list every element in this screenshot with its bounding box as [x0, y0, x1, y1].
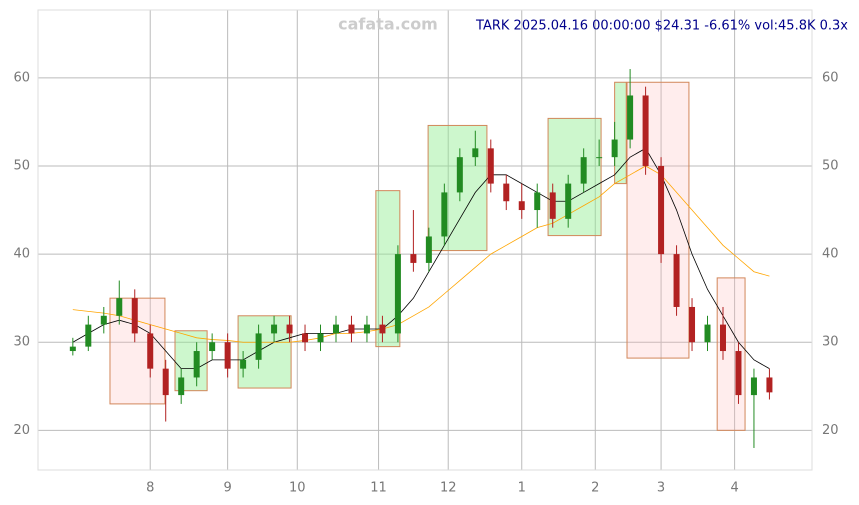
candle-body: [565, 183, 572, 219]
y-tick-label: 60: [13, 70, 30, 85]
candle-body: [580, 157, 587, 184]
y-tick-label-right: 50: [822, 158, 839, 173]
candle-body: [224, 342, 231, 369]
candle-body: [162, 368, 169, 396]
candle-body: [394, 254, 401, 334]
candle-body: [116, 298, 123, 316]
candle-body: [271, 324, 278, 334]
candle-body: [131, 298, 138, 334]
y-tick-label: 30: [13, 335, 30, 350]
candle-body: [100, 315, 107, 325]
candle-body: [719, 324, 726, 352]
x-tick-label: 11: [370, 481, 387, 496]
candle-body: [518, 201, 525, 211]
candle-body: [209, 342, 216, 352]
x-tick-label: 8: [146, 481, 154, 496]
range-box: [626, 81, 690, 359]
candle-body: [503, 183, 510, 202]
y-tick-label: 40: [13, 247, 30, 262]
candle-body: [596, 157, 603, 159]
candle-body: [673, 254, 680, 307]
x-tick-label: 2: [591, 481, 599, 496]
candle-body: [425, 236, 432, 263]
candle-body: [549, 192, 556, 219]
candle-body: [363, 324, 370, 334]
candle-body: [642, 95, 649, 166]
candle-body: [611, 139, 618, 158]
candle-body: [379, 324, 386, 334]
candle-body: [69, 346, 76, 352]
y-tick-label-right: 30: [822, 335, 839, 350]
candle-body: [750, 377, 757, 396]
candle-body: [534, 192, 541, 211]
candle-body: [348, 324, 355, 334]
candle-body: [178, 377, 185, 396]
y-tick-label: 20: [13, 423, 30, 438]
candle-body: [147, 333, 154, 369]
x-tick-label: 3: [657, 481, 665, 496]
x-tick-label: 1: [518, 481, 526, 496]
candle-body: [332, 324, 339, 334]
y-tick-label: 50: [13, 158, 30, 173]
candle-body: [441, 192, 448, 237]
candle-body: [410, 254, 417, 263]
x-tick-label: 4: [730, 481, 738, 496]
candle-body: [302, 333, 309, 343]
candle-body: [240, 359, 247, 369]
x-tick-label: 10: [289, 481, 306, 496]
candle-body: [255, 333, 262, 360]
candle-body: [658, 165, 665, 255]
y-tick-label-right: 40: [822, 247, 839, 262]
candle-body: [627, 95, 634, 140]
range-box: [547, 117, 602, 237]
candle-body: [487, 148, 494, 184]
y-tick-label-right: 60: [822, 70, 839, 85]
plot-frame: [37, 9, 813, 471]
candle-body: [472, 148, 479, 158]
y-tick-label-right: 20: [822, 423, 839, 438]
candle-body: [766, 377, 773, 393]
chart-title: TARK 2025.04.16 00:00:00 $24.31 -6.61% v…: [475, 19, 848, 34]
candle-body: [193, 351, 200, 378]
x-tick-label: 9: [223, 481, 231, 496]
candle-body: [317, 333, 324, 343]
moving-average: [72, 165, 770, 343]
candle-body: [456, 157, 463, 193]
watermark: cafata.com: [338, 15, 438, 34]
range-box: [237, 315, 292, 389]
candle-body: [286, 324, 293, 334]
moving-average: [72, 147, 770, 370]
candle-body: [689, 306, 696, 343]
candle-body: [85, 324, 92, 347]
candle-body: [704, 324, 711, 343]
candle-body: [735, 351, 742, 396]
x-tick-label: 12: [440, 481, 457, 496]
